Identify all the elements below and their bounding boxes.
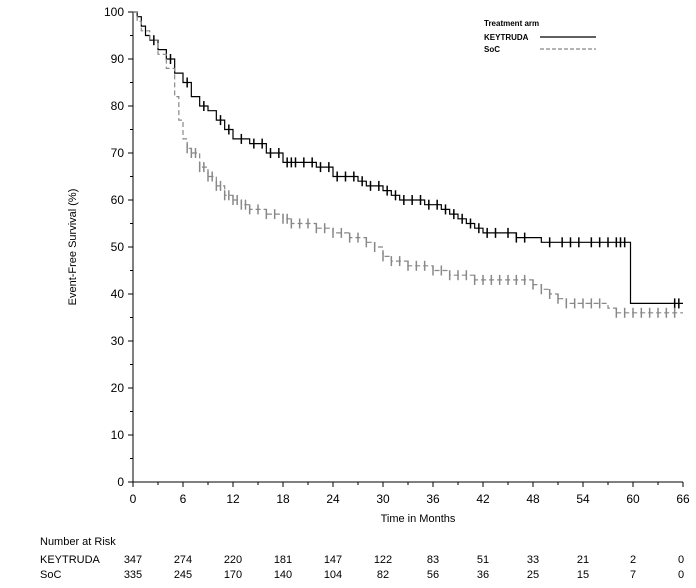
risk-count: 140 xyxy=(274,569,292,581)
y-tick-label: 50 xyxy=(111,240,125,254)
risk-count: 335 xyxy=(124,569,142,581)
risk-count: 147 xyxy=(324,554,342,566)
y-tick-label: 100 xyxy=(104,5,124,19)
risk-count: 220 xyxy=(224,554,242,566)
y-tick-label: 10 xyxy=(111,428,125,442)
risk-count: 0 xyxy=(678,569,684,581)
x-tick-label: 66 xyxy=(676,492,690,506)
risk-count: 56 xyxy=(427,569,439,581)
legend-label-soc: SoC xyxy=(484,45,500,54)
risk-count: 245 xyxy=(174,569,192,581)
x-tick-label: 30 xyxy=(376,492,390,506)
risk-count: 51 xyxy=(477,554,489,566)
x-tick-label: 48 xyxy=(526,492,540,506)
risk-count: 122 xyxy=(374,554,392,566)
risk-count: 83 xyxy=(427,554,439,566)
risk-count: 36 xyxy=(477,569,489,581)
y-tick-label: 90 xyxy=(111,52,125,66)
y-tick-label: 70 xyxy=(111,146,125,160)
y-tick-label: 40 xyxy=(111,287,125,301)
risk-count: 181 xyxy=(274,554,292,566)
x-tick-label: 0 xyxy=(130,492,137,506)
risk-count: 274 xyxy=(174,554,192,566)
x-tick-label: 42 xyxy=(476,492,490,506)
series-line-keytruda xyxy=(133,11,683,304)
x-axis-title: Time in Months xyxy=(381,513,456,525)
risk-count: 7 xyxy=(630,569,636,581)
risk-count: 347 xyxy=(124,554,142,566)
risk-count: 170 xyxy=(224,569,242,581)
y-tick-label: 60 xyxy=(111,193,125,207)
risk-row-label-soc: SoC xyxy=(40,569,61,581)
y-tick-label: 30 xyxy=(111,334,125,348)
legend: Treatment arm KEYTRUDA SoC xyxy=(484,19,596,54)
x-tick-label: 12 xyxy=(226,492,240,506)
risk-count: 21 xyxy=(577,554,589,566)
x-tick-label: 60 xyxy=(626,492,640,506)
x-tick-label: 6 xyxy=(180,492,187,506)
risk-count: 104 xyxy=(324,569,342,581)
y-tick-label: 80 xyxy=(111,99,125,113)
risk-table-title: Number at Risk xyxy=(40,536,116,548)
risk-count: 33 xyxy=(527,554,539,566)
legend-label-keytruda: KEYTRUDA xyxy=(484,33,529,42)
y-tick-label: 20 xyxy=(111,381,125,395)
number-at-risk-table: Number at Risk KEYTRUDA SoC 347 274 220 181… xyxy=(40,536,684,581)
risk-count: 25 xyxy=(527,569,539,581)
x-tick-label: 36 xyxy=(426,492,440,506)
legend-title: Treatment arm xyxy=(484,19,539,28)
risk-count: 82 xyxy=(377,569,389,581)
risk-count: 0 xyxy=(678,554,684,566)
y-axis-title: Event-Free Survival (%) xyxy=(67,189,79,306)
x-tick-label: 18 xyxy=(276,492,290,506)
x-tick-label: 54 xyxy=(576,492,590,506)
y-tick-label: 0 xyxy=(117,475,124,489)
risk-count: 2 xyxy=(630,554,636,566)
x-tick-label: 24 xyxy=(326,492,340,506)
risk-row-label-keytruda: KEYTRUDA xyxy=(40,554,101,566)
risk-count: 15 xyxy=(577,569,589,581)
